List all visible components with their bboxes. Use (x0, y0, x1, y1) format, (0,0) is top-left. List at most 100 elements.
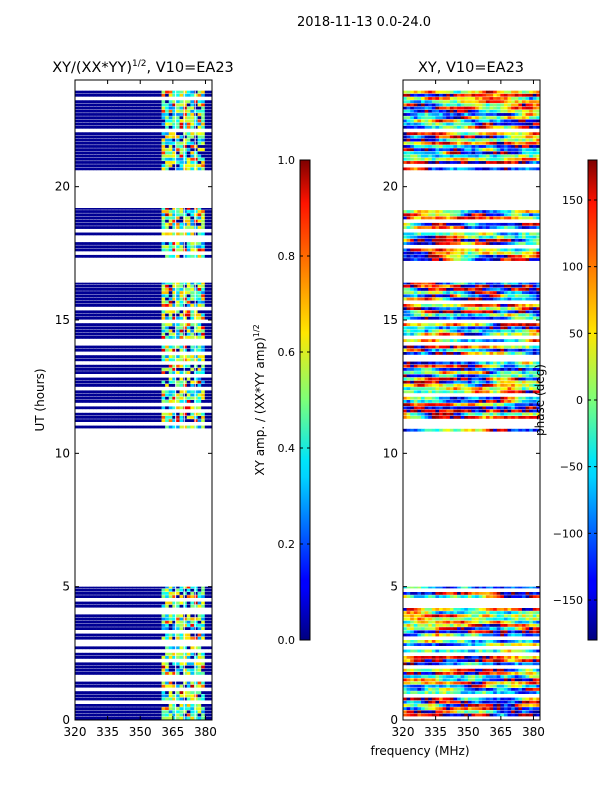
heatmap-cell (446, 700, 451, 704)
heatmap-cell (107, 710, 112, 714)
heatmap-cell (157, 210, 162, 213)
heatmap-cell (78, 396, 83, 400)
heatmap-cell (168, 400, 173, 403)
heatmap-cell (521, 710, 526, 714)
heatmap-cell (193, 122, 198, 126)
heatmap-cell (536, 713, 541, 717)
heatmap-cell (136, 90, 141, 94)
heatmap-cell (107, 371, 112, 374)
heatmap-cell (107, 684, 112, 688)
heatmap-cell (172, 681, 177, 685)
heatmap-cell (475, 624, 480, 627)
heatmap-cell (136, 691, 141, 694)
heatmap-cell (114, 358, 119, 362)
heatmap-cell (114, 106, 119, 110)
heatmap-cell (82, 592, 87, 595)
heatmap-cell (493, 710, 498, 714)
heatmap-cell (143, 242, 148, 245)
heatmap-cell (179, 697, 184, 701)
heatmap-cell (467, 697, 472, 701)
heatmap-cell (78, 313, 83, 317)
heatmap-cell (471, 624, 476, 627)
heatmap-cell (118, 390, 123, 394)
heatmap-cell (139, 355, 144, 358)
heatmap-cell (132, 396, 137, 400)
heatmap-cell (96, 668, 101, 672)
heatmap-cell (197, 691, 202, 694)
heatmap-cell (132, 119, 137, 123)
heatmap-cell (410, 675, 415, 678)
heatmap-cell (165, 138, 170, 142)
heatmap-cell (175, 216, 180, 220)
heatmap-cell (82, 412, 87, 416)
heatmap-cell (179, 355, 184, 358)
heatmap-cell (157, 219, 162, 223)
heatmap-cell (150, 396, 155, 400)
heatmap-cell (136, 412, 141, 416)
heatmap-cell (93, 336, 97, 339)
heatmap-cell (175, 617, 180, 621)
heatmap-cell (154, 586, 159, 589)
heatmap-cell (121, 113, 126, 116)
heatmap-cell (168, 116, 173, 120)
heatmap-cell (172, 358, 177, 362)
heatmap-cell (111, 348, 115, 352)
heatmap-cell (190, 684, 195, 688)
heatmap-cell (406, 659, 411, 662)
heatmap-cell (157, 617, 162, 621)
heatmap-cell (532, 704, 537, 707)
left-axes-frame (74, 79, 213, 721)
heatmap-cell (132, 646, 137, 650)
heatmap-cell (193, 620, 198, 624)
heatmap-cell (201, 326, 206, 330)
heatmap-cell (190, 595, 195, 598)
heatmap-cell (85, 716, 90, 720)
heatmap-cell (496, 710, 501, 714)
heatmap-cell (439, 678, 443, 682)
left-colorbar: 0.00.20.40.60.81.0 XY amp. / (XX*YY amp)… (252, 154, 311, 647)
heatmap-cell (121, 713, 126, 717)
heatmap-cell (460, 595, 465, 598)
heatmap-cell (521, 624, 526, 627)
heatmap-cell (154, 601, 159, 605)
heatmap-cell (428, 697, 433, 701)
heatmap-cell (424, 691, 429, 694)
heatmap-cell (197, 219, 202, 223)
heatmap-cell (457, 633, 461, 637)
heatmap-cell (147, 103, 152, 107)
heatmap-cell (111, 390, 115, 394)
heatmap-cell (190, 393, 195, 397)
heatmap-cell (204, 652, 209, 656)
heatmap-cell (85, 371, 90, 374)
heatmap-cell (136, 313, 141, 317)
heatmap-cell (193, 242, 198, 245)
heatmap-cell (136, 620, 141, 624)
heatmap-cell (78, 100, 83, 104)
heatmap-cell (132, 704, 137, 707)
heatmap-cell (179, 167, 184, 171)
heatmap-cell (179, 684, 184, 688)
heatmap-cell (114, 151, 119, 155)
heatmap-cell (93, 316, 97, 320)
heatmap-cell (475, 681, 480, 685)
heatmap-cell (175, 141, 180, 145)
heatmap-cell (75, 355, 79, 358)
heatmap-cell (442, 643, 447, 646)
heatmap-cell (85, 355, 90, 358)
heatmap-cell (172, 145, 177, 148)
heatmap-cell (175, 652, 180, 656)
heatmap-cell (482, 681, 487, 685)
heatmap-cell (208, 614, 213, 618)
heatmap-cell (103, 151, 108, 155)
heatmap-cell (446, 697, 451, 701)
heatmap-cell (197, 148, 202, 152)
heatmap-cell (132, 358, 137, 362)
heatmap-cell (168, 586, 173, 589)
heatmap-cell (89, 304, 94, 307)
heatmap-cell (96, 329, 101, 333)
heatmap-cell (125, 294, 130, 298)
heatmap-cell (157, 284, 162, 288)
heatmap-cell (168, 103, 173, 107)
heatmap-cell (403, 684, 407, 688)
heatmap-cell (100, 313, 105, 317)
